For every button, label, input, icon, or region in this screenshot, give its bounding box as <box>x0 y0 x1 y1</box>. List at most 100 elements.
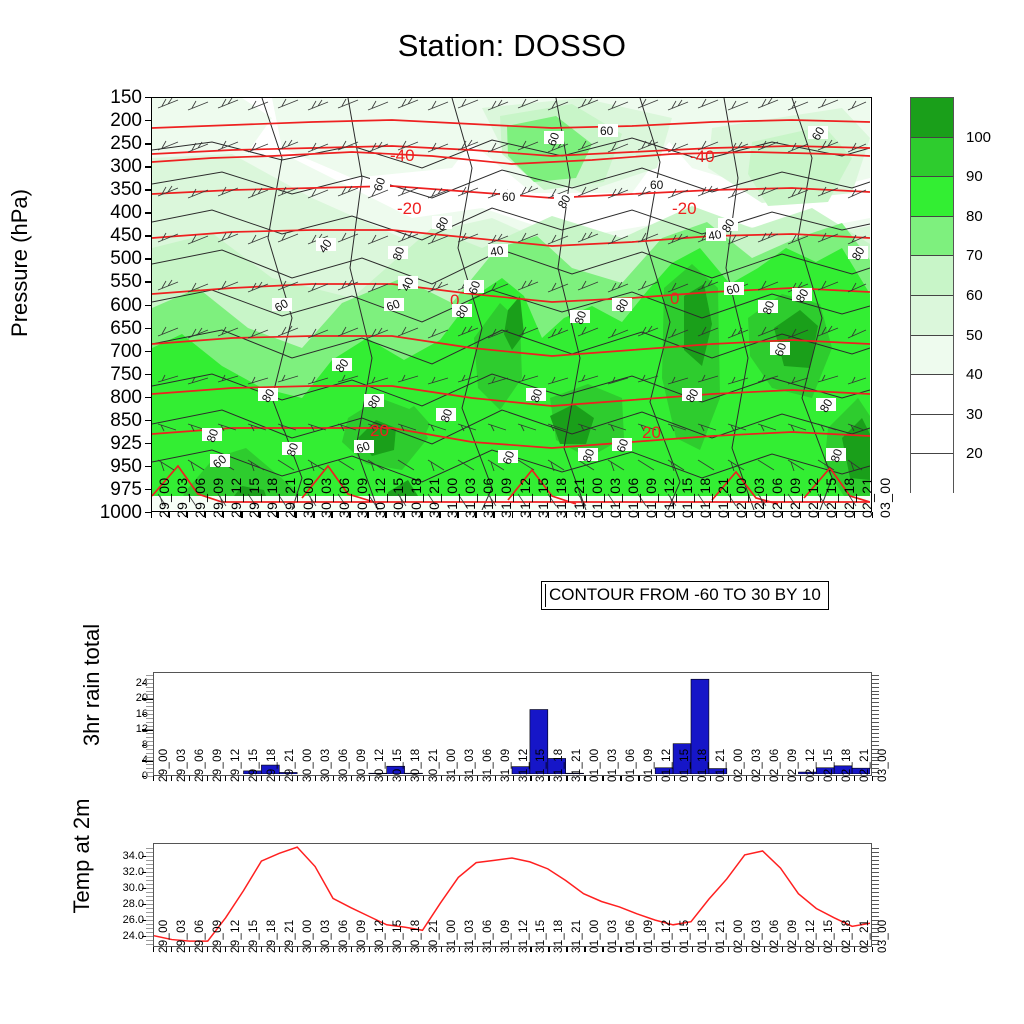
svg-text:60: 60 <box>545 130 563 148</box>
x-tick-label: 30_03 <box>319 919 332 953</box>
rain-x-tick-mark <box>278 776 280 781</box>
temp-y-minor-tick <box>146 911 153 913</box>
rain-y-minor-tick-right <box>872 709 879 711</box>
temp-label--40-b: -40 <box>690 147 715 166</box>
main-y-tick-mark <box>145 512 152 514</box>
x-tick-label: 30_00 <box>301 748 314 782</box>
rain-bar-chart[interactable] <box>153 672 872 776</box>
temp-x-tick-mark <box>512 947 514 952</box>
rain-y-minor-tick-right <box>872 678 879 680</box>
x-tick-label: 31_09 <box>499 748 512 782</box>
x-tick-label: 02_18 <box>841 919 854 953</box>
rain-y-minor-tick <box>146 748 153 750</box>
x-tick-label: 31_15 <box>535 748 548 782</box>
temp-x-tick-mark <box>566 947 568 952</box>
colorbar-cell[interactable] <box>911 137 953 178</box>
main-x-tick-mark <box>511 512 513 518</box>
rain-x-tick-mark <box>494 776 496 781</box>
rain-y-minor-tick <box>146 729 153 731</box>
temp-y-minor-tick <box>146 915 153 917</box>
x-tick-label: 02_12 <box>805 748 818 782</box>
x-tick-label: 02_09 <box>787 748 800 782</box>
temp-y-minor-tick-right <box>872 855 879 857</box>
x-tick-label: 29_09 <box>211 748 224 782</box>
temp-y-minor-tick <box>146 927 153 929</box>
main-x-tick-mark <box>583 512 585 518</box>
main-x-tick-mark <box>547 512 549 518</box>
x-tick-label: 29_00 <box>158 919 170 953</box>
temp-x-tick-mark <box>818 947 820 952</box>
temp-y-minor-tick <box>146 923 153 925</box>
x-tick-label: 31_03 <box>463 919 476 953</box>
colorbar-tick-label: 50 <box>966 326 983 344</box>
main-y-tick-mark <box>145 235 152 237</box>
rain-y-minor-tick-right <box>872 698 879 700</box>
svg-text:60: 60 <box>725 281 742 298</box>
colorbar-cell[interactable] <box>911 256 953 296</box>
svg-text:80: 80 <box>555 192 574 211</box>
main-x-tick-mark <box>331 512 333 518</box>
x-tick-label: 29_09 <box>211 919 224 953</box>
x-tick-label: 30_09 <box>355 919 368 953</box>
x-tick-label: 31_09 <box>499 919 512 953</box>
svg-text:80: 80 <box>760 299 778 317</box>
rain-x-tick-mark <box>854 776 856 781</box>
x-tick-label: 29_12 <box>229 748 242 782</box>
colorbar-cell[interactable] <box>911 216 953 257</box>
cross-section-canvas: -40 -40 -20 -20 0 0 20 20 40 40 <box>152 98 870 510</box>
main-cross-section-plot[interactable]: -40 -40 -20 -20 0 0 20 20 40 40 <box>151 97 872 512</box>
x-tick-label: 29_12 <box>229 919 242 953</box>
colorbar-cell[interactable] <box>911 295 953 336</box>
temp-x-tick-mark <box>656 947 658 952</box>
x-tick-label: 29_21 <box>283 748 296 782</box>
temp-line <box>154 846 870 942</box>
svg-text:80: 80 <box>817 396 836 415</box>
temp-x-tick-mark <box>836 947 838 952</box>
colorbar[interactable] <box>910 97 954 494</box>
temp-label--20: -20 <box>397 199 422 218</box>
rain-y-minor-tick-right <box>872 690 879 692</box>
temp-y-minor-tick-right <box>872 887 879 889</box>
svg-text:60: 60 <box>466 279 484 297</box>
rain-y-tick: 16 <box>135 707 148 720</box>
temp-canvas <box>154 846 870 942</box>
colorbar-cell[interactable] <box>911 414 953 455</box>
svg-text:60: 60 <box>502 190 516 204</box>
colorbar-cell[interactable] <box>911 177 953 217</box>
colorbar-cell[interactable] <box>911 98 953 138</box>
svg-text:80: 80 <box>390 245 408 263</box>
colorbar-cell[interactable] <box>911 454 953 494</box>
rain-y-minor-tick-right <box>872 768 879 770</box>
main-y-tick: 250 <box>110 133 142 155</box>
x-tick-label: 03_00 <box>877 477 893 518</box>
main-y-tick-mark <box>145 488 152 491</box>
rain-y-minor-tick-right <box>872 764 879 766</box>
x-tick-label: 30_06 <box>337 919 350 953</box>
x-tick-label: 31_03 <box>463 748 476 782</box>
temp-label-20: 20 <box>370 421 389 440</box>
x-tick-label: 30_09 <box>355 748 368 782</box>
temp-y-minor-tick-right <box>872 915 879 917</box>
temp-line-chart[interactable] <box>153 843 872 947</box>
colorbar-cell[interactable] <box>911 335 953 376</box>
temp-y-minor-tick <box>146 903 153 905</box>
rain-x-tick-mark <box>368 776 370 781</box>
rain-y-minor-tick <box>146 756 153 758</box>
rain-bar <box>565 772 584 774</box>
main-x-tick-mark <box>691 512 694 518</box>
rain-x-tick-mark <box>296 776 298 781</box>
rain-x-tick-mark <box>764 776 766 781</box>
svg-text:80: 80 <box>284 441 302 459</box>
temp-y-minor-tick-right <box>872 903 879 905</box>
x-tick-label: 03_00 <box>877 919 889 953</box>
rain-y-minor-tick-right <box>872 748 879 750</box>
main-x-tick-mark <box>853 512 856 518</box>
colorbar-cell[interactable] <box>911 375 953 415</box>
main-x-tick-mark <box>619 512 622 518</box>
x-tick-label: 02_18 <box>841 748 854 782</box>
svg-text:80: 80 <box>259 386 278 405</box>
main-x-tick-mark <box>872 512 874 518</box>
rain-x-tick-mark <box>710 776 712 781</box>
temp-y-minor-tick-right <box>872 859 879 861</box>
temp-y-minor-tick <box>146 935 153 937</box>
